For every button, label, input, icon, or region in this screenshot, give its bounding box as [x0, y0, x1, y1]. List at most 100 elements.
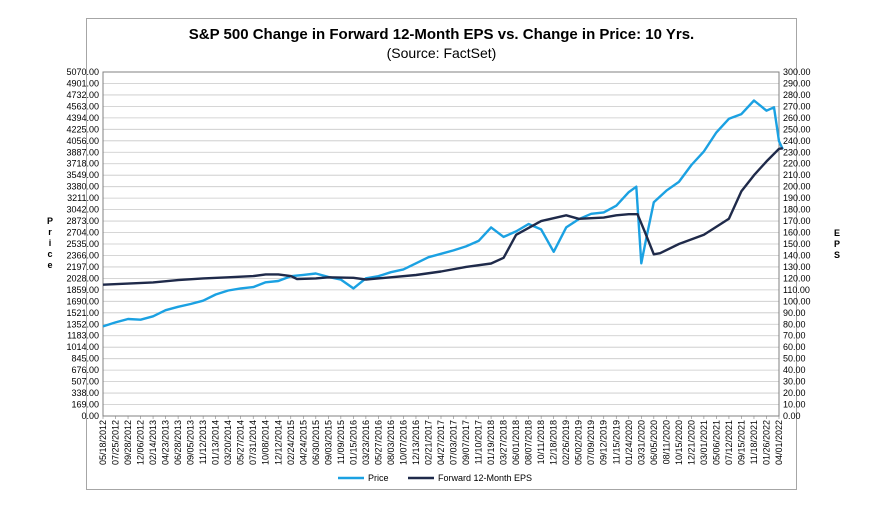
x-tick-label: 11/15/2019	[611, 420, 621, 464]
right-tick-label: 250.00	[783, 124, 811, 134]
right-tick-label: 140.00	[783, 250, 811, 260]
left-tick-label: 2028.00	[66, 273, 99, 283]
right-tick-label: 80.00	[783, 319, 806, 329]
x-tick-label: 07/31/2014	[248, 420, 258, 465]
x-tick-label: 10/11/2018	[536, 420, 546, 464]
x-tick-label: 09/03/2015	[323, 420, 333, 465]
x-tick-label: 11/12/2013	[198, 420, 208, 464]
right-tick-label: 230.00	[783, 147, 811, 157]
x-tick-label: 08/11/2020	[661, 420, 671, 464]
series-line-price	[102, 99, 784, 328]
x-tick-label: 09/15/2021	[736, 420, 746, 465]
x-tick-label: 02/24/2015	[286, 420, 296, 465]
x-tick-label: 02/21/2017	[423, 420, 433, 465]
left-tick-label: 3718.00	[66, 159, 99, 169]
x-tick-label: 02/26/2019	[561, 420, 571, 465]
right-tick-label: 280.00	[783, 90, 811, 100]
x-tick-label: 12/18/2018	[549, 420, 559, 465]
left-tick-label: 4056.00	[66, 136, 99, 146]
left-tick-label: 2704.00	[66, 228, 99, 238]
x-tick-label: 01/19/2018	[486, 420, 496, 465]
right-axis-label: EPS	[834, 228, 840, 260]
left-tick-label: 3887.00	[66, 147, 99, 157]
chart-title: S&P 500 Change in Forward 12-Month EPS v…	[188, 26, 695, 43]
left-tick-label: 2197.00	[66, 262, 99, 272]
right-tick-label: 110.00	[783, 285, 810, 295]
x-tick-label: 12/12/2014	[273, 420, 283, 465]
left-tick-label: 2366.00	[66, 250, 99, 260]
left-tick-label: 676.00	[71, 365, 99, 375]
left-tick-label: 1014.00	[66, 342, 99, 352]
x-tick-label: 07/25/2012	[111, 420, 121, 465]
left-axis-letter: r	[48, 227, 52, 237]
left-tick-label: 1859.00	[66, 285, 99, 295]
x-tick-label: 10/07/2016	[398, 420, 408, 465]
x-tick-label: 10/15/2020	[674, 420, 684, 465]
left-tick-label: 4901.00	[66, 78, 99, 88]
x-axis-ticks: 05/18/2012 07/25/2012 09/28/2012 12/06/2012…	[98, 416, 784, 465]
right-tick-label: 120.00	[783, 273, 811, 283]
right-tick-label: 220.00	[783, 159, 811, 169]
x-tick-label: 12/13/2016	[411, 420, 421, 465]
chart-subtitle: (Source: FactSet)	[386, 45, 497, 61]
right-tick-label: 170.00	[783, 216, 811, 226]
left-tick-label: 2535.00	[66, 239, 99, 249]
x-tick-label: 01/15/2016	[348, 420, 358, 465]
right-tick-label: 50.00	[783, 354, 806, 364]
x-tick-label: 06/30/2015	[311, 420, 321, 465]
left-tick-label: 3211.00	[67, 193, 99, 203]
right-tick-label: 40.00	[783, 365, 806, 375]
x-tick-label: 01/13/2014	[211, 420, 221, 465]
right-tick-label: 150.00	[783, 239, 811, 249]
x-tick-label: 05/27/2016	[373, 420, 383, 465]
x-tick-label: 08/07/2018	[524, 420, 534, 465]
left-axis-label: Price	[47, 216, 53, 270]
legend: Price Forward 12-Month EPS	[338, 473, 532, 483]
right-tick-label: 200.00	[783, 182, 811, 192]
right-axis-letter: S	[834, 250, 840, 260]
right-tick-label: 270.00	[783, 101, 811, 111]
right-tick-label: 160.00	[783, 228, 811, 238]
left-tick-label: 845.00	[71, 354, 99, 364]
left-tick-label: 4732.00	[66, 90, 99, 100]
x-tick-label: 12/06/2012	[136, 420, 146, 465]
x-tick-label: 01/26/2022	[761, 420, 771, 465]
left-tick-label: 4225.00	[66, 124, 99, 134]
right-tick-label: 130.00	[783, 262, 811, 272]
x-tick-label: 03/27/2018	[499, 420, 509, 465]
left-tick-label: 507.00	[71, 377, 99, 387]
x-tick-label: 10/08/2014	[261, 420, 271, 465]
right-tick-label: 300.00	[783, 67, 811, 77]
right-tick-label: 180.00	[783, 205, 811, 215]
x-tick-label: 11/18/2021	[749, 420, 759, 464]
left-axis-letter: c	[47, 249, 52, 259]
left-tick-label: 4563.00	[66, 101, 99, 111]
right-tick-label: 10.00	[783, 400, 806, 410]
left-axis-letter: e	[47, 260, 52, 270]
left-tick-label: 2873.00	[66, 216, 99, 226]
x-tick-label: 07/12/2021	[724, 420, 734, 465]
left-tick-label: 1183.00	[67, 331, 99, 341]
x-tick-label: 05/06/2021	[711, 420, 721, 465]
x-tick-label: 07/03/2017	[449, 420, 459, 465]
right-tick-label: 90.00	[783, 308, 806, 318]
right-axis-letter: E	[834, 228, 840, 238]
x-tick-label: 09/07/2017	[461, 420, 471, 465]
x-tick-label: 04/23/2013	[161, 420, 171, 465]
x-tick-label: 06/05/2020	[649, 420, 659, 465]
left-tick-label: 5070.00	[66, 67, 99, 77]
x-tick-label: 09/28/2012	[123, 420, 133, 465]
x-tick-label: 05/27/2014	[236, 420, 246, 465]
legend-label: Price	[368, 473, 389, 483]
x-tick-label: 11/09/2015	[336, 420, 346, 464]
x-tick-label: 04/24/2015	[298, 420, 308, 465]
left-tick-label: 3380.00	[66, 182, 99, 192]
right-tick-label: 0.00	[783, 411, 801, 421]
right-tick-label: 30.00	[783, 377, 806, 387]
right-tick-label: 260.00	[783, 113, 811, 123]
left-axis-letter: i	[49, 238, 52, 248]
x-tick-label: 08/03/2016	[386, 420, 396, 465]
x-tick-label: 11/10/2017	[474, 420, 484, 464]
